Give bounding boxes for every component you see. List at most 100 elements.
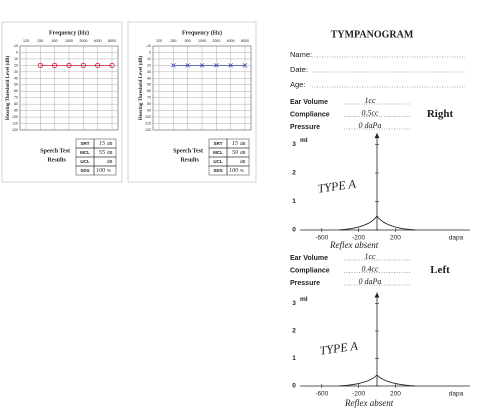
level-label: 0 bbox=[16, 50, 18, 54]
frequency-label: 2000 bbox=[79, 39, 87, 43]
row-name: SDS bbox=[80, 168, 89, 173]
y-tick-label: 3 bbox=[292, 141, 296, 148]
row-unit: dB bbox=[240, 141, 246, 146]
x-tick-label: -200 bbox=[352, 391, 365, 398]
type-note: TYPE A bbox=[319, 338, 359, 357]
threshold-marker bbox=[199, 63, 205, 68]
table-cell bbox=[226, 147, 250, 158]
x-tick-label: 200 bbox=[390, 235, 401, 242]
row-value: 1cc bbox=[364, 96, 376, 105]
threshold-marker bbox=[80, 62, 86, 68]
frequency-label: 1000 bbox=[198, 39, 206, 43]
table-cell bbox=[93, 156, 117, 167]
y-axis-label: Hearing Threshold Level (dB) bbox=[139, 56, 144, 120]
frequency-label: 125 bbox=[156, 39, 162, 43]
results-label: Results bbox=[47, 157, 66, 163]
row-unit: dB bbox=[107, 159, 113, 164]
tympanogram-curve bbox=[338, 374, 416, 387]
x-tick-label: -600 bbox=[315, 391, 328, 398]
level-label: 50 bbox=[147, 83, 151, 87]
level-label: 60 bbox=[147, 89, 151, 93]
level-label: 40 bbox=[147, 76, 151, 80]
table-cell bbox=[93, 147, 117, 158]
level-label: 110 bbox=[145, 121, 151, 125]
row-value: 0 daPa bbox=[359, 121, 382, 130]
frequency-label: 500 bbox=[185, 39, 191, 43]
frequency-label: 500 bbox=[52, 39, 58, 43]
row-value: 1cc bbox=[364, 252, 376, 261]
arrow-head bbox=[374, 292, 380, 298]
level-label: 10 bbox=[147, 57, 151, 61]
level-label: -10 bbox=[13, 44, 18, 48]
arrow-head bbox=[374, 133, 380, 139]
frequency-label: 4000 bbox=[94, 39, 102, 43]
y-tick-label: 0 bbox=[292, 383, 296, 390]
level-label: 0 bbox=[149, 50, 151, 54]
threshold-marker bbox=[171, 63, 176, 68]
x-tick-label: 200 bbox=[390, 391, 401, 398]
form-title: TYMPANOGRAM bbox=[331, 29, 414, 40]
row-value: 0 daPa bbox=[359, 277, 382, 286]
level-label: 40 bbox=[14, 76, 18, 80]
level-label: 100 bbox=[145, 115, 151, 119]
frequency-label: 125 bbox=[23, 39, 29, 43]
level-label: 90 bbox=[14, 109, 18, 113]
row-name: MCL bbox=[80, 150, 90, 155]
x-unit: dapa bbox=[449, 235, 464, 242]
table-cell bbox=[226, 165, 250, 176]
x-tick-label: -200 bbox=[352, 235, 365, 242]
row-value: 15 bbox=[232, 141, 238, 147]
reflex-note: Reflex absent bbox=[329, 240, 379, 250]
y-tick-label: 2 bbox=[292, 170, 296, 177]
threshold-marker bbox=[52, 62, 58, 68]
table-cell bbox=[226, 156, 250, 167]
level-label: -10 bbox=[146, 44, 151, 48]
level-label: 110 bbox=[12, 121, 18, 125]
row-label: Compliance bbox=[290, 267, 330, 274]
y-axis-label: Hearing Threshold Level (dB) bbox=[6, 56, 11, 120]
threshold-marker bbox=[214, 63, 219, 68]
threshold-marker bbox=[37, 62, 43, 68]
audiogram-title: Frequency (Hz) bbox=[49, 29, 89, 36]
level-label: 80 bbox=[14, 102, 18, 106]
threshold-marker bbox=[242, 63, 248, 68]
y-unit: ml bbox=[300, 296, 308, 303]
y-tick-label: 1 bbox=[292, 355, 296, 362]
field-label: Name: bbox=[290, 50, 312, 59]
row-value: 55 bbox=[99, 150, 105, 156]
row-unit: % bbox=[107, 168, 111, 173]
level-label: 30 bbox=[14, 70, 18, 74]
panel-border bbox=[1, 21, 123, 183]
row-name: SRT bbox=[214, 141, 223, 146]
row-unit: dB bbox=[107, 141, 113, 146]
row-name: MCL bbox=[213, 150, 223, 155]
level-label: 70 bbox=[14, 96, 18, 100]
row-value: 0.4cc bbox=[361, 264, 379, 273]
row-label: Pressure bbox=[290, 280, 320, 287]
results-label: Results bbox=[180, 157, 199, 163]
level-label: 20 bbox=[14, 63, 18, 67]
level-label: 30 bbox=[147, 70, 151, 74]
row-unit: dB bbox=[240, 159, 246, 164]
panel-border bbox=[127, 21, 257, 183]
y-tick-label: 0 bbox=[292, 227, 296, 234]
row-unit: % bbox=[240, 168, 244, 173]
row-label: Ear Volume bbox=[290, 99, 328, 106]
level-label: 120 bbox=[12, 128, 18, 132]
table-cell bbox=[93, 138, 117, 149]
speech-label: Speech Test bbox=[40, 148, 70, 154]
ear-label: Right bbox=[427, 108, 454, 120]
threshold-marker bbox=[109, 62, 115, 68]
speech-label: Speech Test bbox=[173, 148, 203, 154]
row-name: SDS bbox=[213, 168, 222, 173]
threshold-marker bbox=[185, 63, 190, 68]
frequency-label: 2000 bbox=[212, 39, 220, 43]
x-tick-label: -600 bbox=[315, 235, 328, 242]
type-note: TYPE A bbox=[317, 176, 357, 195]
row-unit: dB bbox=[240, 150, 246, 155]
row-value: 100 bbox=[229, 168, 238, 174]
row-value: 0.5cc bbox=[361, 108, 379, 117]
row-label: Pressure bbox=[290, 124, 320, 131]
row-value: 15 bbox=[99, 141, 105, 147]
